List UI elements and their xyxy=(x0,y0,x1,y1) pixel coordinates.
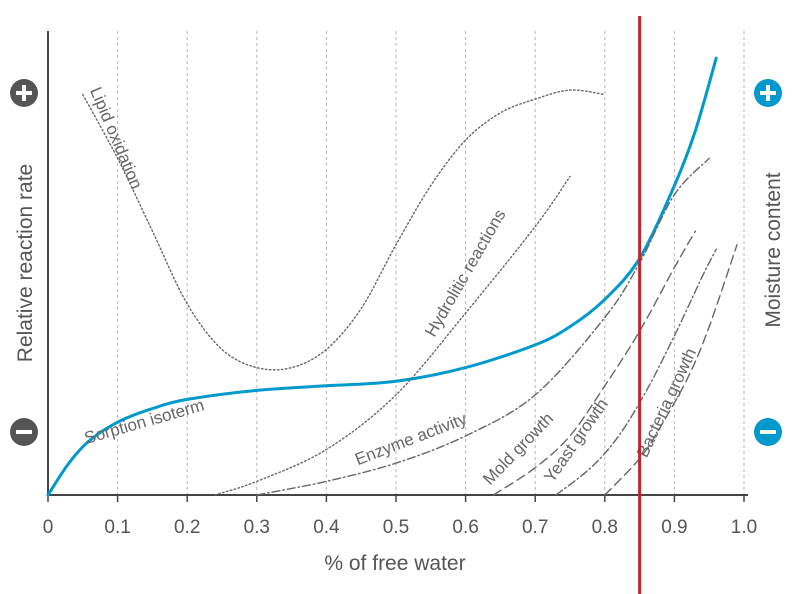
x-tick-label: 0.4 xyxy=(313,517,340,538)
y-axis-title-right: Moisture content xyxy=(762,172,785,327)
x-tick-label: 0.7 xyxy=(522,517,548,538)
x-tick-labels: 0 0.1 0.2 0.3 0.4 0.5 0.6 0.7 0.8 0.9 1.0 xyxy=(43,495,757,538)
x-tick-label: 0.9 xyxy=(661,517,687,538)
series-line-mold-growth xyxy=(492,230,696,496)
chart-axes xyxy=(47,31,748,496)
series-label-enzyme-activity: Enzyme activity xyxy=(352,409,470,469)
y-axis-title-left: Relative reaction rate xyxy=(14,164,37,362)
series-label-lipid-oxidation: Lipid oxidation xyxy=(86,84,146,191)
left-minus-icon xyxy=(10,418,38,446)
series-label-yeast-growth: Yeast growth xyxy=(540,395,612,486)
series-line-hydrolitic-reactions xyxy=(214,175,571,496)
chart-grid xyxy=(117,31,745,495)
x-axis-title: % of free water xyxy=(324,552,465,575)
series-line-yeast-growth xyxy=(555,248,717,496)
x-tick-label: 1.0 xyxy=(731,517,757,538)
x-tick-label: 0.1 xyxy=(104,517,130,538)
right-plus-icon xyxy=(754,79,782,107)
series-label-sorption-isoterm: Sorption isoterm xyxy=(82,395,206,447)
right-minus-icon xyxy=(754,418,782,446)
x-tick-label: 0.5 xyxy=(383,517,409,538)
chart-series xyxy=(46,56,738,497)
x-tick-label: 0.2 xyxy=(174,517,200,538)
series-label-bacteria-growth: Bacteria growth xyxy=(633,345,700,460)
series-line-lipid-oxidation xyxy=(82,89,606,371)
x-tick-label: 0.6 xyxy=(452,517,478,538)
series-line-sorption-isoterm xyxy=(46,56,718,497)
x-tick-label: 0.3 xyxy=(244,517,270,538)
x-tick-label: 0.8 xyxy=(592,517,618,538)
series-line-enzyme-activity xyxy=(256,157,710,496)
left-plus-icon xyxy=(10,79,38,107)
x-tick-label: 0 xyxy=(43,517,54,538)
